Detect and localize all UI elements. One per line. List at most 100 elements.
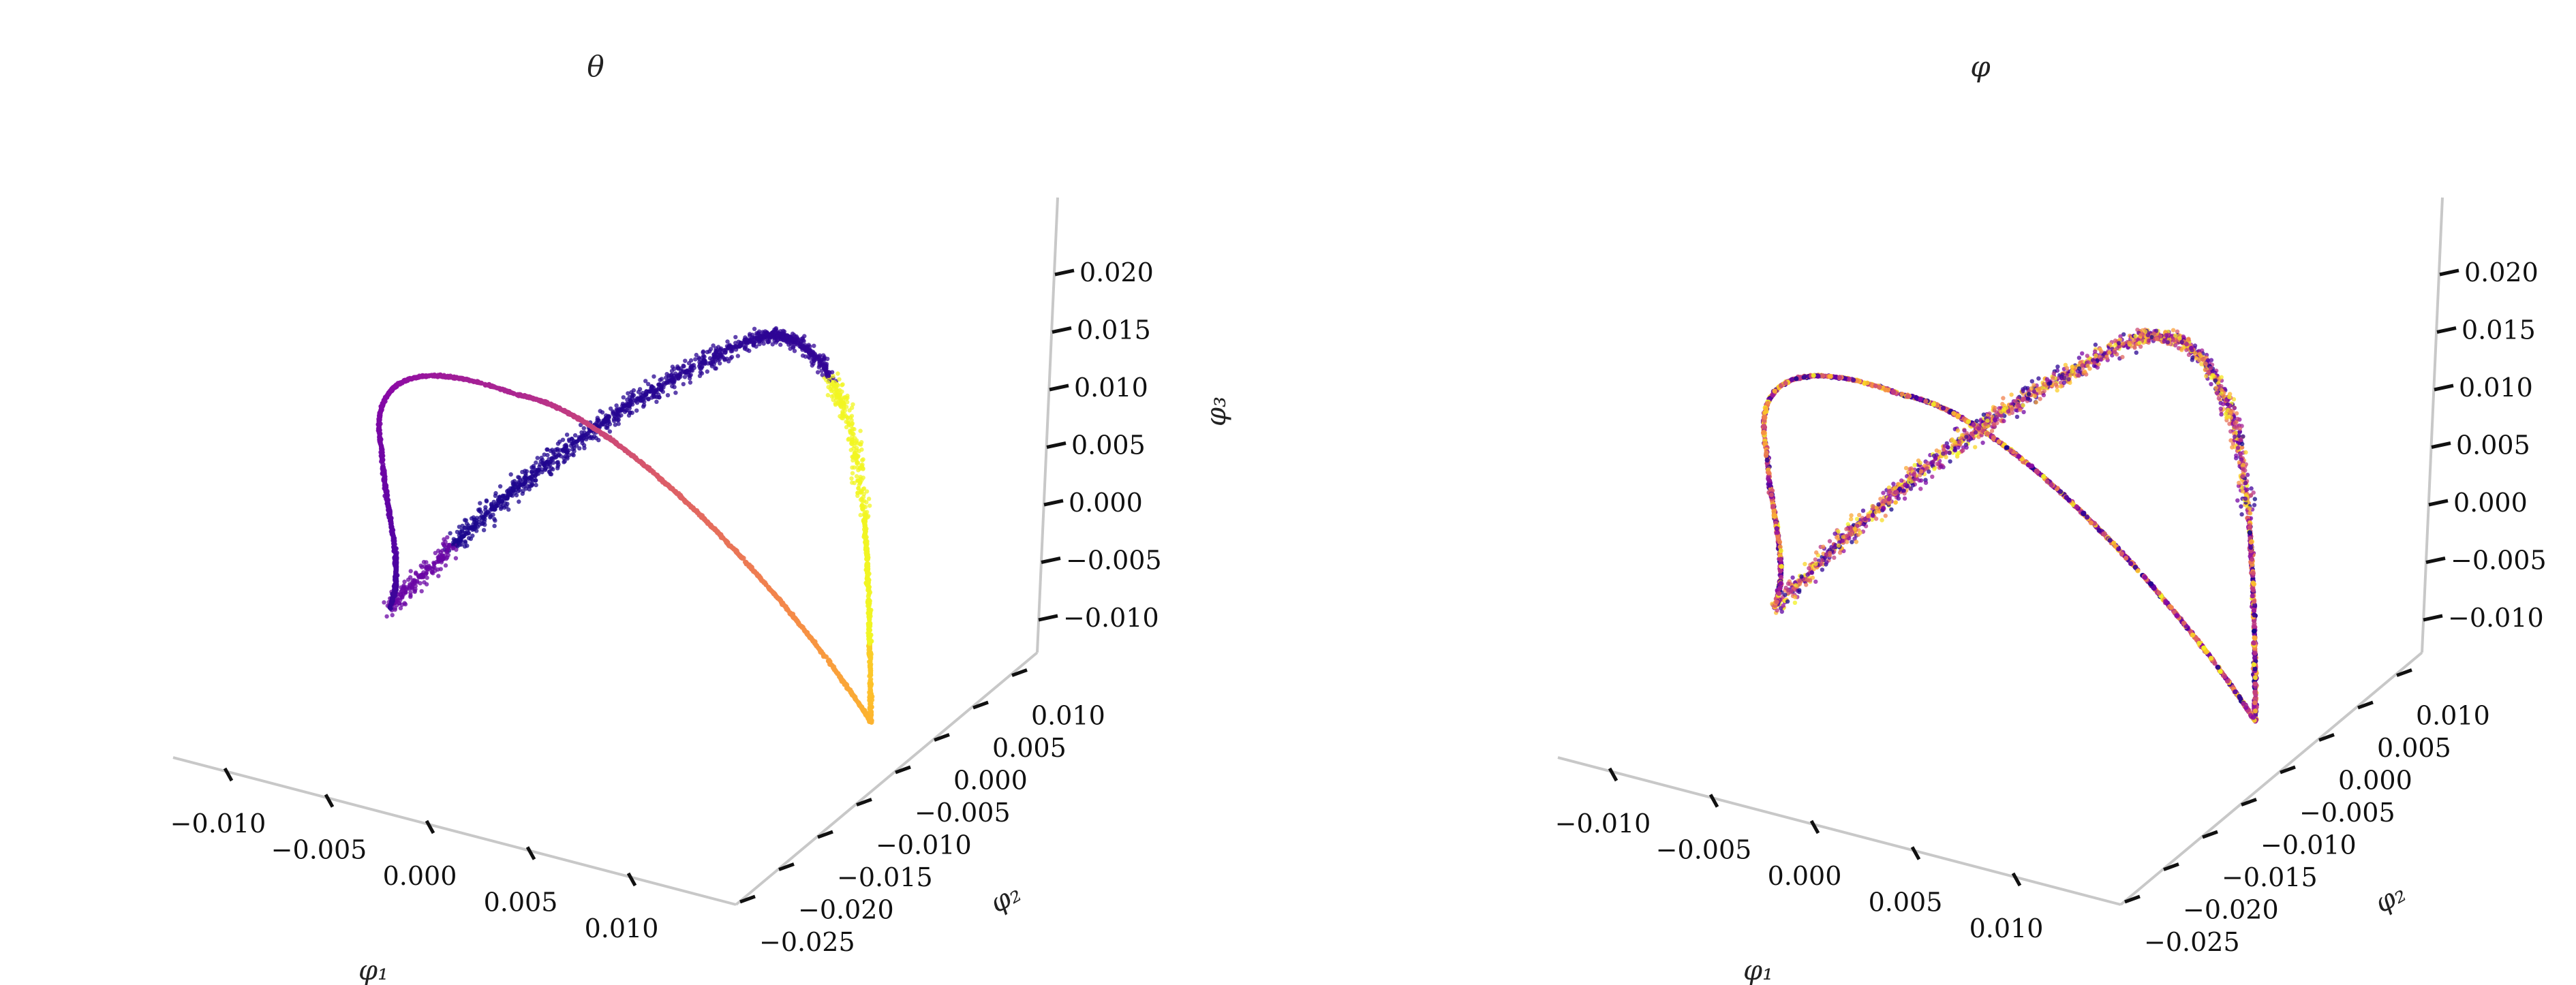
data-point [390,612,395,618]
data-point [859,440,864,445]
data-point [1991,422,1996,427]
data-point [2110,353,2115,358]
data-point [855,461,859,466]
data-point [707,356,713,361]
data-point [742,346,748,351]
x-tick-label: −0.005 [1656,835,1752,865]
data-point [648,389,654,394]
data-point [1891,482,1896,486]
data-point [520,482,525,486]
data-point [1805,572,1810,577]
data-point [739,341,743,345]
data-point [860,458,865,463]
data-point [855,490,860,495]
data-point [865,579,870,584]
data-point [859,447,864,452]
data-point [474,529,479,533]
y-tick-mark [895,765,911,775]
data-point [614,403,619,408]
y-tick-label: 0.000 [2338,766,2412,796]
data-point [602,422,607,426]
data-point [2051,371,2056,376]
data-point [392,592,397,597]
data-point [574,439,579,444]
x-tick-label: 0.005 [484,888,558,918]
data-point [1845,522,1850,527]
data-point [641,462,647,468]
data-point [1793,595,1798,599]
data-point [767,332,772,337]
data-point [1804,582,1809,587]
data-point [837,392,842,397]
data-point [868,678,873,683]
data-point [470,533,475,538]
data-point [1837,550,1843,555]
data-point [1857,512,1862,518]
data-point [733,548,739,554]
data-point [2209,358,2214,362]
data-point [401,591,406,595]
data-point [687,376,692,381]
data-point [862,523,868,529]
data-point [2006,409,2011,414]
data-point [382,481,388,486]
data-point [656,392,661,397]
data-point [2031,383,2036,388]
data-point [2038,396,2042,401]
data-point [800,353,806,358]
data-point [864,500,869,505]
data-point [690,363,695,369]
data-point [864,489,870,494]
data-point [506,507,511,512]
data-point [393,584,399,589]
z-tick-label: −0.010 [1063,603,1159,633]
data-point [743,335,748,340]
data-point [605,426,610,431]
data-point [2121,341,2126,346]
data-point [516,475,521,480]
data-point [531,465,536,470]
data-point [383,486,388,491]
data-point [1824,552,1829,557]
data-point [765,336,770,341]
data-point [817,359,822,364]
data-point [867,633,872,638]
data-point [826,385,831,390]
data-point [521,488,525,494]
data-point [1939,464,1944,469]
data-point [720,535,726,541]
data-point [861,486,867,491]
data-point [682,375,688,379]
data-point [1813,561,1818,566]
data-point [1980,440,1985,445]
data-point [590,436,595,441]
data-point [624,407,629,413]
data-point [413,587,418,592]
data-point [594,436,598,441]
data-point [445,548,450,553]
data-point [562,460,566,465]
y-tick-label: −0.015 [837,862,933,892]
data-point [863,545,869,551]
data-point [2121,332,2126,337]
data-point [673,390,678,395]
data-point [1931,460,1935,465]
data-point [1848,531,1853,536]
data-point [739,554,745,560]
data-point [542,452,547,457]
data-point [1809,570,1814,575]
data-point [1973,430,1978,435]
data-point [1918,469,1924,473]
data-point [408,582,412,587]
data-point [384,497,390,503]
data-point [481,528,487,533]
data-point [414,570,418,575]
data-point [607,422,613,426]
data-point [555,441,561,446]
data-point [391,546,397,552]
data-point [516,484,521,489]
data-point [714,366,718,371]
data-point [443,539,448,544]
